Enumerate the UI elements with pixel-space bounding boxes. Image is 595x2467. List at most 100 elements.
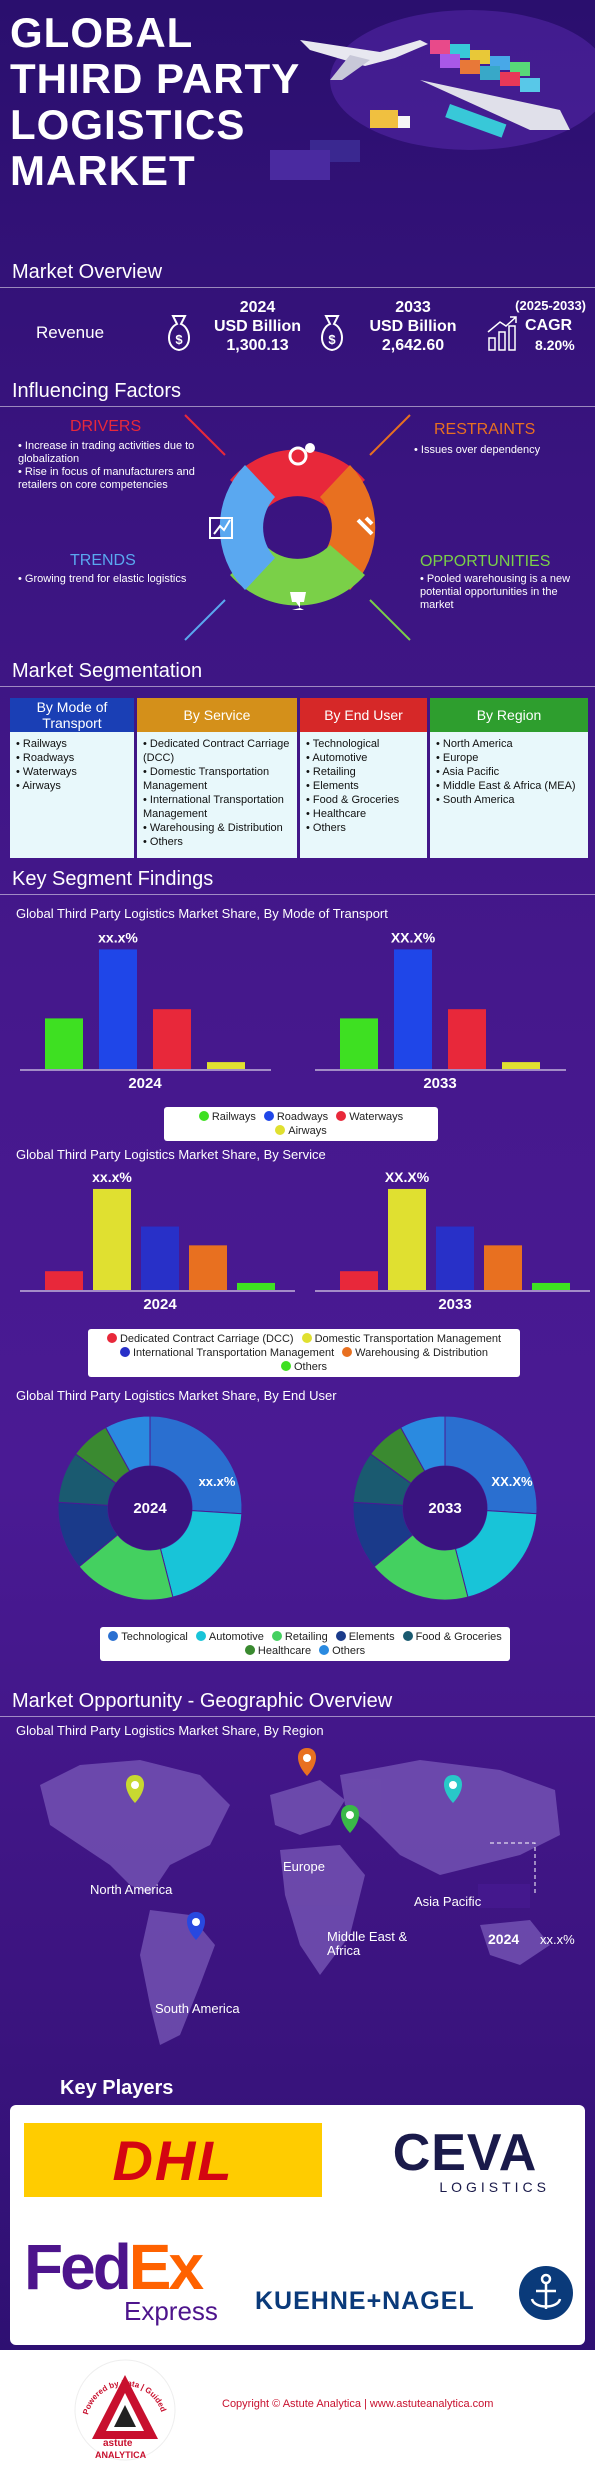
seg-list-service: Dedicated Contract Carriage (DCC) Domest… xyxy=(137,732,297,858)
legend-item: International Transportation Management xyxy=(119,1347,335,1359)
divider xyxy=(0,1716,595,1717)
money-bag-icon: $ xyxy=(321,315,343,352)
divider xyxy=(0,406,595,407)
seg-list-transport: Railways Roadways Waterways Airways xyxy=(10,732,134,858)
year-label: 2024 xyxy=(133,1500,167,1517)
list-item: Roadways xyxy=(16,751,128,765)
list-item: Airways xyxy=(16,779,128,793)
bar-waterways xyxy=(448,1009,486,1069)
seg-list-region: North America Europe Asia Pacific Middle… xyxy=(430,732,588,858)
driver-item: Rise in focus of manufacturers and retai… xyxy=(18,466,208,492)
bar-warehousing-distribution xyxy=(484,1245,522,1290)
driver-item: Increase in trading activities due to gl… xyxy=(18,440,208,466)
findings-heading: Key Segment Findings xyxy=(12,868,214,890)
legend-swatch xyxy=(195,1631,206,1641)
bar-international-transportation-management xyxy=(436,1226,474,1290)
trend-item: Growing trend for elastic logistics xyxy=(18,573,188,586)
legend-swatch xyxy=(275,1125,286,1135)
list-item: Domestic Transportation Management xyxy=(143,765,291,793)
legend-label: Railways xyxy=(211,1111,256,1123)
legend-label: Dedicated Contract Carriage (DCC) xyxy=(119,1333,294,1345)
factors-wheel xyxy=(184,414,411,641)
bar-data-label: XX.X% xyxy=(385,1169,430,1185)
geo-year: 2024 xyxy=(488,1931,520,1947)
restraint-item: Issues over dependency xyxy=(414,444,584,457)
seg-list-enduser: Technological Automotive Retailing Eleme… xyxy=(300,732,427,858)
dhl-logo-text: DHL xyxy=(112,2128,234,2192)
region-label-north-america: North America xyxy=(90,1882,173,1897)
legend-label: Retailing xyxy=(284,1631,328,1643)
year-2033: 2033 xyxy=(395,299,431,316)
list-item: Elements xyxy=(306,779,421,793)
legend-swatch xyxy=(244,1645,255,1655)
title-line-3: LOGISTICS xyxy=(10,101,246,148)
legend-item: Others xyxy=(280,1361,327,1373)
legend-item: Waterways xyxy=(336,1111,403,1123)
astute-analytica-logo: Powered by Data | Guided by Intelligence xyxy=(70,2355,176,2461)
list-item: Others xyxy=(306,821,421,835)
svg-text:$: $ xyxy=(328,332,336,347)
legend-label: Elements xyxy=(348,1631,395,1643)
fedex-logo-fed: Fed xyxy=(24,2231,132,2303)
chart-service: xx.x% 2024 XX.X% 2033 xyxy=(20,1169,590,1313)
year-label: 2033 xyxy=(438,1296,471,1313)
value-2033: 2,642.60 xyxy=(381,337,445,354)
bar-data-label: XX.X% xyxy=(391,929,436,945)
dhl-logo: DHL xyxy=(24,2123,322,2197)
header-illustration xyxy=(270,10,595,180)
asia-pacific-pin-icon xyxy=(443,1775,463,1803)
copyright-text[interactable]: Copyright © Astute Analytica | www.astut… xyxy=(222,2398,494,2410)
players-panel: DHL CEVA LOGISTICS FedEx Express KUEHNE+… xyxy=(10,2105,585,2345)
legend-item: Warehousing & Distribution xyxy=(342,1347,488,1359)
bar-roadways xyxy=(99,949,137,1069)
bar-airways xyxy=(502,1062,540,1069)
logo-brand: astute xyxy=(103,2438,133,2449)
legend-service: Dedicated Contract Carriage (DCC) Domesti… xyxy=(88,1329,520,1377)
segmentation-table: By Mode of Transport By Service By End U… xyxy=(10,698,588,860)
geo-value: xx.x% xyxy=(540,1932,575,1947)
legend-swatch xyxy=(280,1361,291,1371)
bar-railways xyxy=(45,1018,83,1069)
truck-icon xyxy=(370,110,410,128)
chart-title-transport: Global Third Party Logistics Market Shar… xyxy=(16,906,388,921)
region-label-mea: Middle East & Africa xyxy=(327,1929,408,1958)
legend-item: Roadways xyxy=(263,1111,328,1123)
year-label: 2024 xyxy=(128,1075,162,1092)
legend-swatch xyxy=(342,1347,353,1357)
cagr-period: (2025-2033) xyxy=(515,298,586,313)
legend-label: International Transportation Management xyxy=(132,1347,335,1359)
opportunity-item: Pooled warehousing is a new potential op… xyxy=(420,573,590,612)
fedex-logo-ex: Ex xyxy=(128,2231,204,2303)
year-2024: 2024 xyxy=(239,299,276,316)
region-label-south-america: South America xyxy=(155,2001,240,2016)
revenue-label: Revenue xyxy=(36,323,105,342)
legend-label: Healthcare xyxy=(257,1645,312,1657)
seg-head-transport: By Mode of Transport xyxy=(10,698,134,732)
overview-heading: Market Overview xyxy=(12,261,163,283)
chart-transport: xx.x% 2024 XX.X% 2033 xyxy=(20,929,566,1092)
divider xyxy=(0,894,595,895)
south-america-pin-icon xyxy=(186,1912,206,1940)
title-line-1: GLOBAL xyxy=(10,9,194,56)
geo-heading: Market Opportunity - Geographic Overview xyxy=(12,1690,393,1712)
segmentation-heading: Market Segmentation xyxy=(12,660,203,682)
legend-swatch xyxy=(336,1111,347,1121)
anchor-icon xyxy=(519,2266,573,2320)
legend-item: Others xyxy=(319,1645,365,1657)
gears-icon xyxy=(288,443,315,466)
list-item: Retailing xyxy=(306,765,421,779)
legend-item: Retailing xyxy=(271,1631,328,1643)
legend-item: Technological xyxy=(108,1631,188,1643)
year-label: 2033 xyxy=(423,1075,456,1092)
region-label-europe: Europe xyxy=(283,1859,325,1874)
growth-chart-icon xyxy=(487,316,517,351)
cagr-label: CAGR xyxy=(525,317,573,334)
page-title: GLOBAL THIRD PARTY LOGISTICS MARKET xyxy=(10,10,300,194)
list-item: Europe xyxy=(436,751,582,765)
geo-subtitle: Global Third Party Logistics Market Shar… xyxy=(16,1723,324,1738)
seg-head-service: By Service xyxy=(137,698,297,732)
legend-label: Others xyxy=(332,1645,366,1657)
drivers-title: DRIVERS xyxy=(70,418,142,435)
chart-title-enduser: Global Third Party Logistics Market Shar… xyxy=(16,1388,337,1403)
bar-domestic-transportation-management xyxy=(388,1188,426,1290)
